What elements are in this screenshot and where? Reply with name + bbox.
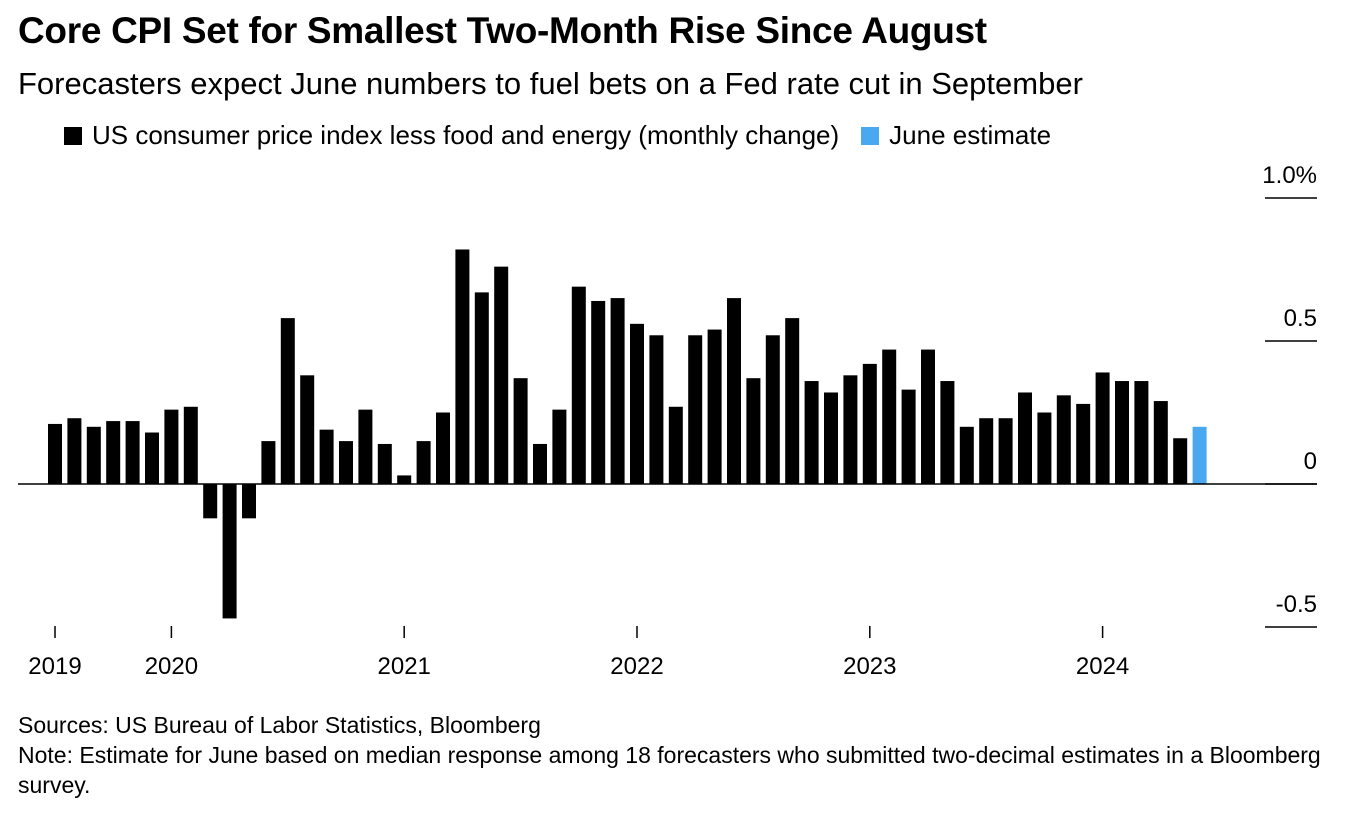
bar-june-estimate [1192, 426, 1207, 484]
chart-legend: US consumer price index less food and en… [64, 120, 1073, 151]
bar-core-cpi [494, 266, 509, 484]
bar-core-cpi [668, 406, 683, 484]
bar-core-cpi [649, 335, 664, 484]
bar-chart: 1.0% 0.5 0 -0.5 2019 2020 2021 2022 2023 2024 [18, 162, 1317, 680]
bar-core-cpi [183, 406, 198, 484]
bar-core-cpi [86, 426, 101, 484]
bar-core-cpi [843, 375, 858, 484]
bar-core-cpi [533, 443, 547, 484]
bar-core-cpi [358, 409, 373, 484]
bar-core-cpi [106, 421, 121, 484]
bar-core-cpi [804, 381, 819, 484]
bar-core-cpi [397, 475, 412, 484]
bar-core-cpi [67, 418, 82, 484]
bar-core-cpi [513, 378, 528, 484]
bar-core-cpi [824, 392, 838, 484]
bar-core-cpi [203, 484, 218, 519]
legend-item-june-estimate: June estimate [861, 120, 1051, 151]
bar-core-cpi [921, 349, 935, 484]
legend-label-core-cpi: US consumer price index less food and en… [92, 120, 840, 150]
bar-core-cpi [610, 298, 625, 484]
bar-core-cpi [901, 389, 916, 484]
legend-swatch-june-estimate [861, 126, 880, 145]
bar-core-cpi [416, 441, 431, 484]
bar-core-cpi [1037, 412, 1052, 484]
bar-core-cpi [959, 426, 974, 484]
bar-core-cpi [1056, 395, 1071, 484]
legend-item-core-cpi: US consumer price index less food and en… [64, 120, 839, 151]
bar-core-cpi [1173, 438, 1188, 484]
bar-core-cpi [979, 418, 994, 484]
chart-subtitle: Forecasters expect June numbers to fuel … [18, 66, 1083, 101]
bar-core-cpi [707, 329, 722, 484]
bar-core-cpi [145, 432, 159, 484]
bar-core-cpi [436, 412, 450, 484]
sources-text: Sources: US Bureau of Labor Statistics, … [18, 712, 541, 738]
bar-core-cpi [280, 318, 295, 484]
bar-core-cpi [552, 409, 567, 484]
bar-core-cpi [940, 381, 955, 484]
bar-core-cpi [1018, 392, 1032, 484]
bar-core-cpi [630, 323, 644, 484]
chart-bars [48, 249, 1207, 619]
bar-core-cpi [998, 418, 1013, 484]
x-tick-label: 2021 [378, 653, 431, 680]
legend-label-june-estimate: June estimate [889, 120, 1052, 150]
bar-core-cpi [571, 286, 586, 484]
bar-core-cpi [1095, 372, 1110, 484]
bar-core-cpi [862, 363, 877, 484]
y-tick-label: 0 [1304, 448, 1317, 475]
chart-axes: 1.0% 0.5 0 -0.5 2019 2020 2021 2022 2023 2024 [18, 162, 1317, 680]
x-tick-label: 2023 [843, 653, 896, 680]
note-text: Note: Estimate for June based on median … [18, 742, 1321, 798]
bar-core-cpi [765, 335, 780, 484]
bar-core-cpi [1134, 381, 1149, 484]
chart-title: Core CPI Set for Smallest Two-Month Rise… [18, 10, 987, 51]
y-tick-label: 1.0% [1262, 162, 1317, 189]
x-tick-label: 2019 [28, 653, 81, 680]
bar-core-cpi [746, 378, 761, 484]
bar-core-cpi [1076, 403, 1091, 484]
bar-core-cpi [261, 441, 276, 484]
x-tick-label: 2022 [610, 653, 663, 680]
bar-core-cpi [1153, 401, 1168, 484]
bar-core-cpi [1115, 381, 1129, 484]
legend-swatch-core-cpi [64, 126, 82, 145]
chart-gridlines [1265, 197, 1317, 628]
x-tick-label: 2024 [1076, 653, 1129, 680]
bar-core-cpi [785, 318, 800, 484]
bar-core-cpi [727, 298, 741, 484]
bar-core-cpi [882, 349, 897, 484]
bar-core-cpi [474, 292, 489, 484]
bar-core-cpi [164, 409, 179, 484]
bar-core-cpi [125, 421, 140, 484]
bar-core-cpi [319, 429, 334, 484]
bar-core-cpi [300, 375, 315, 484]
chart-footer: Sources: US Bureau of Labor Statistics, … [18, 710, 1338, 800]
bar-core-cpi [242, 484, 256, 519]
bar-core-cpi [48, 423, 62, 484]
y-tick-label: 0.5 [1284, 305, 1317, 332]
x-tick-label: 2020 [145, 653, 198, 680]
bar-core-cpi [591, 300, 606, 484]
y-tick-label: -0.5 [1276, 591, 1317, 618]
bar-core-cpi [377, 443, 392, 484]
bar-core-cpi [222, 484, 237, 619]
bar-core-cpi [455, 249, 470, 484]
bar-core-cpi [688, 335, 703, 484]
bar-core-cpi [339, 441, 353, 484]
